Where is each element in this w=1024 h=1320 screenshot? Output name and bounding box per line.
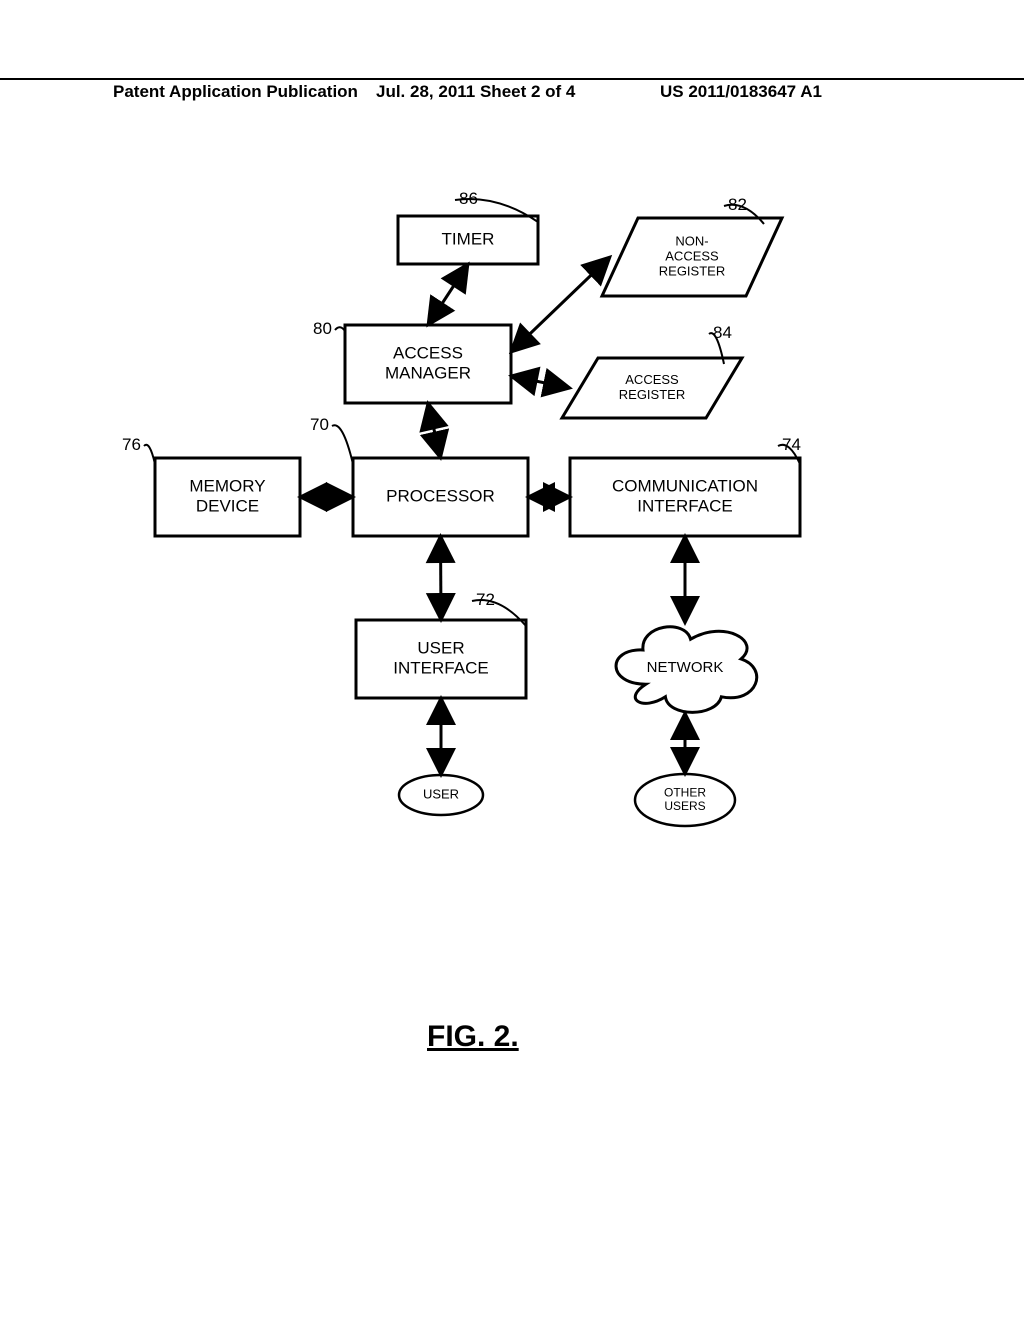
access_reg-label: REGISTER xyxy=(619,387,685,402)
processor-label: PROCESSOR xyxy=(386,486,495,505)
memory-label: MEMORY xyxy=(189,477,265,496)
arrow-access_mgr-processor xyxy=(428,403,441,458)
non_access-label: ACCESS xyxy=(665,248,719,263)
access_mgr-label: MANAGER xyxy=(385,363,471,382)
other-users-label: OTHER xyxy=(664,786,706,800)
other-users-label: USERS xyxy=(664,799,705,813)
ui-label: INTERFACE xyxy=(393,658,488,677)
timer-label: TIMER xyxy=(442,229,495,248)
lead-76 xyxy=(144,445,155,464)
arrow-access_mgr-non_access xyxy=(511,257,610,352)
non_access-label: REGISTER xyxy=(659,263,725,278)
ref-80: 80 xyxy=(313,319,332,338)
ref-70: 70 xyxy=(310,415,329,434)
arrow-processor-ui xyxy=(441,536,442,620)
figure-label: FIG. 2. xyxy=(427,1020,519,1054)
user-label: USER xyxy=(423,786,459,801)
comm-label: INTERFACE xyxy=(637,496,732,515)
non_access-label: NON- xyxy=(675,233,708,248)
access_mgr-label: ACCESS xyxy=(393,344,463,363)
diagram: TIMERACCESSMANAGERNON-ACCESSREGISTERACCE… xyxy=(0,0,1024,1000)
ui-label: USER xyxy=(417,639,464,658)
page: Patent Application Publication Jul. 28, … xyxy=(0,0,1024,1320)
comm-label: COMMUNICATION xyxy=(612,477,758,496)
arrow-timer-access_mgr xyxy=(428,264,468,325)
lead-70 xyxy=(332,425,353,464)
arrow-access_mgr-access_reg xyxy=(511,376,570,388)
ref-76: 76 xyxy=(122,435,141,454)
access_reg-label: ACCESS xyxy=(625,372,679,387)
memory-label: DEVICE xyxy=(196,496,259,515)
network-label: NETWORK xyxy=(647,659,724,676)
